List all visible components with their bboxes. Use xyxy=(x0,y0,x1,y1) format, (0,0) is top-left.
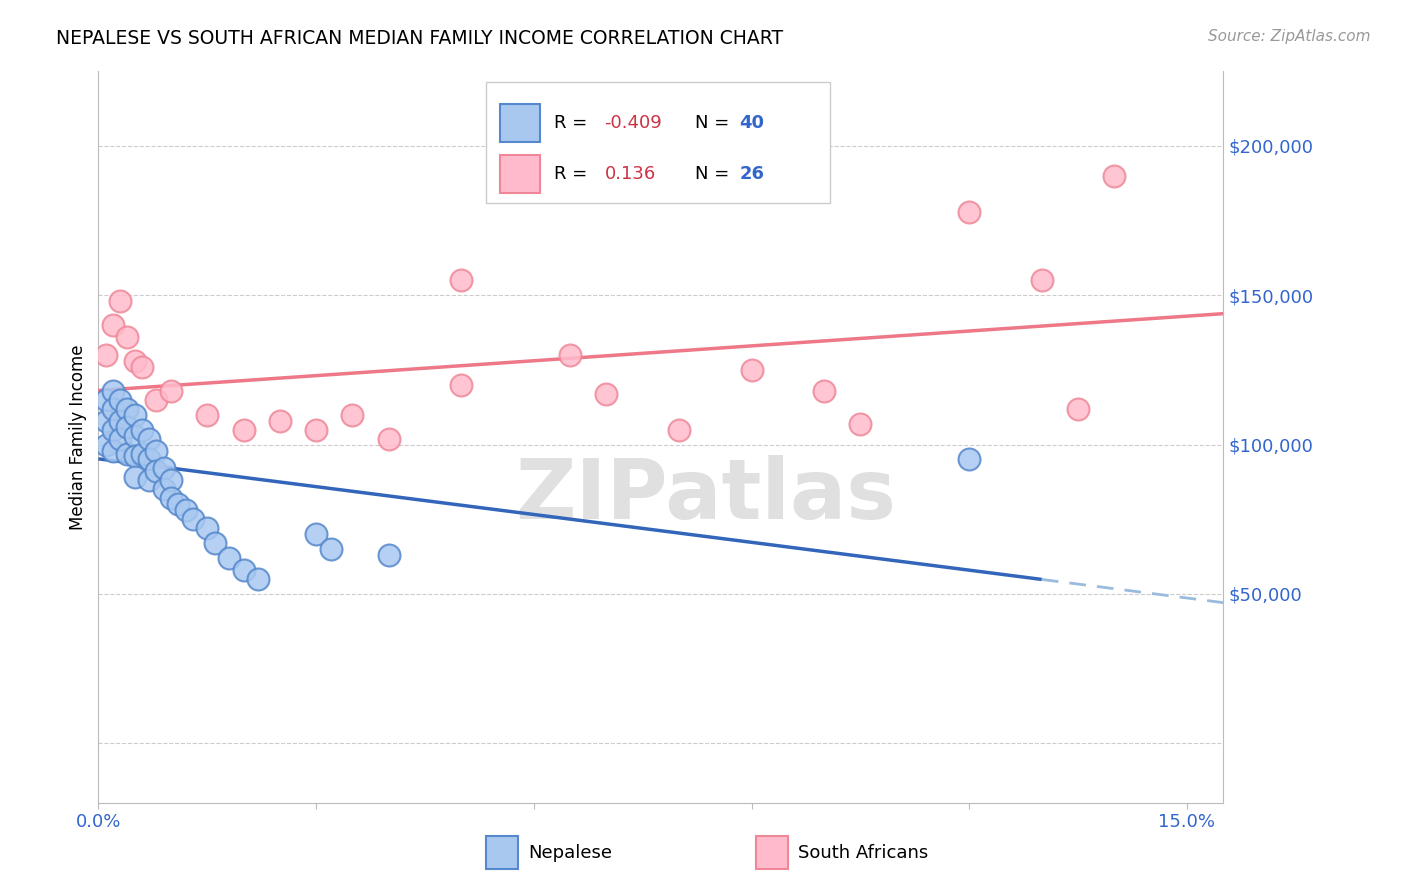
Text: 40: 40 xyxy=(740,113,765,131)
Point xyxy=(218,551,240,566)
Point xyxy=(1067,401,1090,416)
Y-axis label: Median Family Income: Median Family Income xyxy=(69,344,87,530)
Point xyxy=(174,503,197,517)
Text: ZIPatlas: ZIPatlas xyxy=(516,455,896,536)
Point xyxy=(450,273,472,287)
Text: 0.136: 0.136 xyxy=(605,165,655,183)
Text: Source: ZipAtlas.com: Source: ZipAtlas.com xyxy=(1208,29,1371,45)
FancyBboxPatch shape xyxy=(486,82,830,203)
Point xyxy=(101,318,124,332)
FancyBboxPatch shape xyxy=(486,837,517,869)
Point xyxy=(124,450,146,464)
Point xyxy=(131,423,153,437)
Point xyxy=(131,446,153,460)
Point xyxy=(195,408,218,422)
Text: Nepalese: Nepalese xyxy=(529,844,612,862)
Point xyxy=(108,432,131,446)
Point xyxy=(269,414,291,428)
Point xyxy=(94,392,117,407)
Point xyxy=(145,443,167,458)
FancyBboxPatch shape xyxy=(501,103,540,142)
Text: -0.409: -0.409 xyxy=(605,113,662,131)
Point xyxy=(101,401,124,416)
Text: South Africans: South Africans xyxy=(799,844,928,862)
Point xyxy=(94,348,117,362)
Point xyxy=(160,384,183,398)
Point xyxy=(101,443,124,458)
Point xyxy=(117,446,139,460)
Point xyxy=(319,542,342,557)
Point xyxy=(152,483,174,497)
Point xyxy=(595,386,617,401)
Point xyxy=(101,423,124,437)
Point xyxy=(94,437,117,451)
Point xyxy=(195,521,218,535)
Point xyxy=(117,330,139,344)
Point xyxy=(377,548,399,562)
FancyBboxPatch shape xyxy=(756,837,787,869)
Point xyxy=(1104,169,1126,183)
Point xyxy=(152,461,174,475)
Point xyxy=(305,423,328,437)
Point xyxy=(108,294,131,309)
Text: 26: 26 xyxy=(740,165,765,183)
Point xyxy=(124,408,146,422)
Point xyxy=(138,474,160,488)
Point xyxy=(108,392,131,407)
Point xyxy=(117,419,139,434)
Point xyxy=(247,572,270,586)
Point xyxy=(342,408,364,422)
Point xyxy=(160,491,183,506)
Point xyxy=(160,474,183,488)
Point xyxy=(167,497,190,511)
Point xyxy=(377,432,399,446)
Text: NEPALESE VS SOUTH AFRICAN MEDIAN FAMILY INCOME CORRELATION CHART: NEPALESE VS SOUTH AFRICAN MEDIAN FAMILY … xyxy=(56,29,783,48)
Text: N =: N = xyxy=(695,165,728,183)
Point xyxy=(117,401,139,416)
Point xyxy=(232,563,254,577)
Point xyxy=(204,536,226,550)
Text: R =: R = xyxy=(554,165,588,183)
Point xyxy=(849,417,872,431)
Point xyxy=(101,384,124,398)
Point xyxy=(94,414,117,428)
Point xyxy=(305,527,328,541)
Point xyxy=(741,363,763,377)
Point xyxy=(145,464,167,478)
Point xyxy=(957,204,980,219)
Point xyxy=(232,423,254,437)
Point xyxy=(138,432,160,446)
Point xyxy=(558,348,581,362)
Point xyxy=(668,423,690,437)
Point xyxy=(108,414,131,428)
Point xyxy=(450,377,472,392)
Text: R =: R = xyxy=(554,113,588,131)
Point xyxy=(181,512,204,526)
Point xyxy=(1031,273,1053,287)
Point xyxy=(138,452,160,467)
FancyBboxPatch shape xyxy=(501,154,540,193)
Point xyxy=(813,384,835,398)
Point xyxy=(957,452,980,467)
Point xyxy=(124,428,146,442)
Point xyxy=(131,359,153,374)
Point xyxy=(145,392,167,407)
Point xyxy=(124,470,146,484)
Point xyxy=(124,354,146,368)
Text: N =: N = xyxy=(695,113,728,131)
